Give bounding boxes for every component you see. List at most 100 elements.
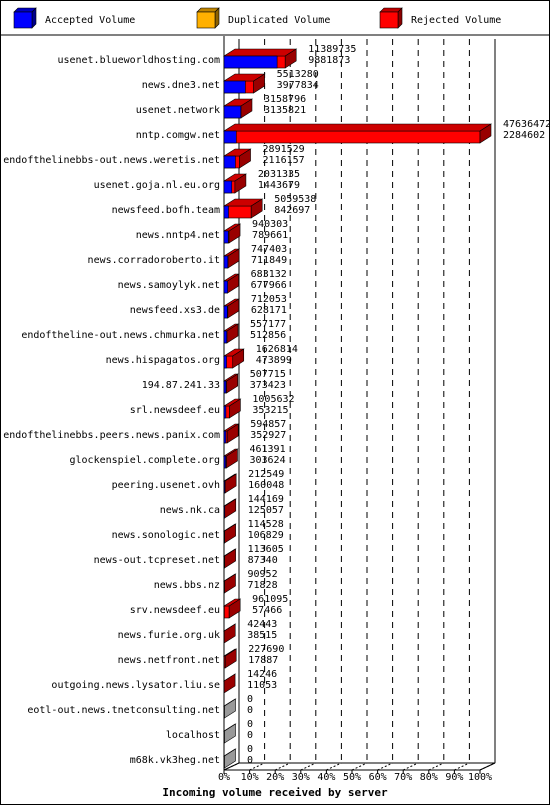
category-label: news.sonologic.net	[112, 530, 220, 541]
category-label: eotl-out.news.tnetconsulting.net	[27, 705, 220, 716]
value-label-total: 461391	[249, 444, 285, 455]
bar-rejected-side	[229, 398, 241, 419]
value-label-total: 113605	[248, 544, 284, 555]
bar-rejected-side	[239, 148, 251, 169]
legend-duplicated-label: Duplicated Volume	[228, 15, 330, 26]
legend-rejected-swatch-side	[397, 7, 403, 29]
category-label: endofthelinebbs.peers.news.panix.com	[3, 430, 220, 441]
bar-accepted	[223, 230, 229, 244]
bar-rejected-side	[479, 123, 492, 144]
bar-accepted	[223, 405, 227, 419]
bar-rejected-side	[224, 648, 237, 669]
value-label-accepted: 3135821	[264, 105, 306, 116]
category-label: news.hispagatos.org	[106, 355, 220, 366]
category-label: glockenspiel.complete.org	[69, 455, 220, 466]
floor-gridline	[351, 762, 368, 771]
category-label: endoftheline-out.news.chmurka.net	[21, 330, 220, 341]
bar-rejected-side	[226, 373, 239, 394]
value-label-accepted: 1443679	[258, 180, 300, 191]
value-label-total: 2031335	[258, 169, 300, 180]
x-tick-label: 80%	[420, 772, 438, 783]
bar-accepted	[223, 205, 229, 219]
value-label-accepted: 11053	[247, 680, 277, 691]
category-label: newsfeed.bofh.team	[112, 205, 220, 216]
value-label-accepted: 160048	[248, 480, 284, 491]
legend-rejected-swatch	[379, 11, 399, 29]
value-label-total: 114528	[248, 519, 284, 530]
x-tick-label: 70%	[394, 772, 412, 783]
category-label: 194.87.241.33	[142, 380, 220, 391]
value-label-accepted: 711849	[251, 255, 287, 266]
bar-accepted	[223, 430, 227, 444]
bar-rejected-side	[228, 223, 241, 244]
floor-gridline	[428, 762, 445, 771]
value-label-accepted: 2116157	[263, 155, 305, 166]
value-label-accepted: 71828	[247, 580, 277, 591]
bar-rejected-side	[226, 448, 238, 469]
value-label-total: 3158796	[264, 94, 306, 105]
bar-rejected	[223, 130, 481, 144]
category-label: news.furie.org.uk	[118, 630, 220, 641]
value-label-total: 940303	[252, 219, 288, 230]
value-label-total: 557177	[250, 319, 286, 330]
value-label-total: 11389735	[308, 44, 356, 55]
value-label-total: 747403	[251, 244, 287, 255]
bar-accepted	[223, 255, 229, 269]
category-label: usenet.goja.nl.eu.org	[94, 180, 220, 191]
category-label: news.bbs.nz	[154, 580, 220, 591]
value-label-accepted: 373423	[250, 380, 286, 391]
bar-rejected-side	[253, 73, 265, 94]
value-label-total: 2891529	[263, 144, 305, 155]
x-axis-title: Incoming volume received by server	[162, 786, 388, 799]
value-label-accepted: 0	[247, 705, 253, 716]
bar-rejected-side	[228, 598, 241, 619]
bar-rejected	[223, 605, 230, 619]
value-label-accepted: 3977834	[277, 80, 319, 91]
value-label-total: 212549	[248, 469, 284, 480]
value-label-accepted: 789661	[252, 230, 288, 241]
value-label-accepted: 512856	[250, 330, 286, 341]
category-label: news.corradoroberto.it	[88, 255, 220, 266]
bar-rejected-side	[250, 198, 263, 219]
x-tick-label: 20%	[266, 772, 284, 783]
floor-gridline	[326, 762, 342, 771]
legend-accepted-swatch	[13, 11, 33, 29]
value-label-total: 1005632	[252, 394, 294, 405]
value-label-total: 5059538	[274, 194, 316, 205]
x-tick-label: 90%	[445, 772, 463, 783]
bar-accepted	[223, 180, 233, 194]
floor-gridline	[249, 762, 265, 771]
category-label: m68k.vk3heg.net	[130, 755, 220, 766]
floor-gridline	[300, 762, 317, 771]
value-label-total: 14246	[247, 669, 277, 680]
bar-accepted	[223, 155, 236, 169]
legend-duplicated-swatch	[196, 11, 216, 29]
bar-rejected-side	[227, 298, 240, 319]
value-label-accepted: 303624	[249, 455, 285, 466]
value-label-accepted: 9881873	[308, 55, 350, 66]
value-label-accepted: 352927	[250, 430, 286, 441]
floor-gridline	[223, 762, 240, 771]
category-label: endofthelinebbs-out.news.weretis.net	[3, 155, 220, 166]
legend-rejected-label: Rejected Volume	[411, 15, 501, 26]
bar-accepted	[223, 280, 228, 294]
value-label-accepted: 353215	[252, 405, 288, 416]
legend-accepted-swatch-side	[31, 7, 37, 29]
x-tick-label: 50%	[343, 772, 361, 783]
bar-accepted	[223, 80, 246, 94]
bar-accepted	[223, 505, 225, 519]
bar-accepted	[223, 55, 278, 69]
value-label-total: 0	[247, 694, 253, 705]
legend-duplicated-swatch-side	[214, 7, 220, 29]
value-label-total: 47636472	[503, 119, 550, 130]
value-label-accepted: 87340	[248, 555, 278, 566]
x-tick-label: 10%	[241, 772, 259, 783]
x-tick-label: 40%	[317, 772, 335, 783]
bar-rejected-top	[222, 123, 493, 132]
bar-empty-side	[224, 748, 236, 769]
value-label-accepted: 0	[247, 755, 253, 766]
bar-accepted	[223, 355, 227, 369]
bar-accepted	[223, 330, 228, 344]
x-tick-label: 0%	[218, 772, 230, 783]
